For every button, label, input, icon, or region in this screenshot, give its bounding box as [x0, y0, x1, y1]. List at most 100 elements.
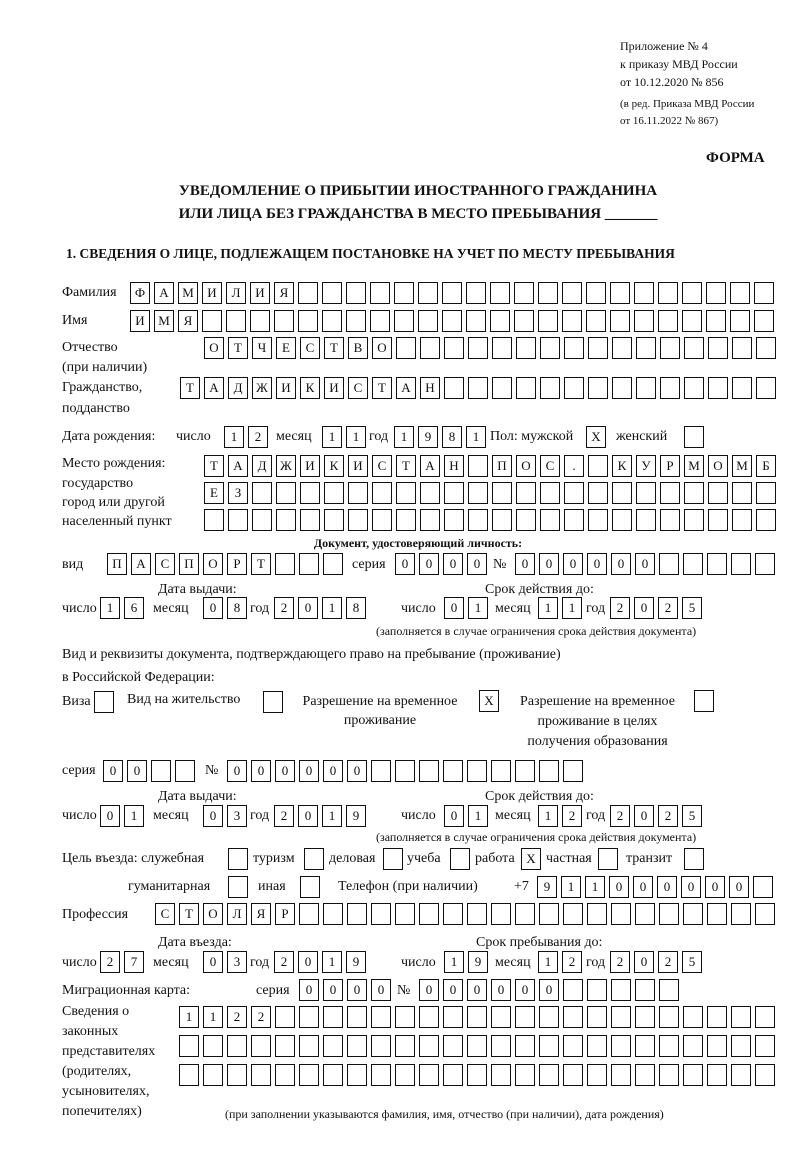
char-cell[interactable] — [732, 482, 752, 504]
char-cell[interactable]: 0 — [681, 876, 701, 898]
char-cell[interactable] — [731, 903, 751, 925]
char-cell[interactable] — [492, 337, 512, 359]
char-cell[interactable] — [419, 903, 439, 925]
char-cell[interactable] — [419, 760, 439, 782]
char-cell[interactable] — [491, 1064, 511, 1086]
char-cell[interactable] — [659, 903, 679, 925]
char-cell[interactable]: Б — [756, 455, 776, 477]
char-cell[interactable]: 0 — [203, 597, 223, 619]
char-cell[interactable] — [298, 310, 318, 332]
char-cell[interactable] — [732, 377, 752, 399]
char-cell[interactable] — [564, 509, 584, 531]
char-cell[interactable] — [444, 377, 464, 399]
char-cell[interactable] — [684, 509, 704, 531]
char-cell[interactable] — [612, 509, 632, 531]
char-cell[interactable]: 2 — [274, 805, 294, 827]
char-cell[interactable]: Р — [275, 903, 295, 925]
checkbox-cell[interactable] — [228, 876, 248, 898]
char-cell[interactable] — [540, 337, 560, 359]
char-cell[interactable]: 0 — [634, 951, 654, 973]
char-cell[interactable] — [611, 1035, 631, 1057]
char-cell[interactable] — [682, 282, 702, 304]
char-cell[interactable]: 9 — [537, 876, 557, 898]
char-cell[interactable]: 2 — [274, 951, 294, 973]
char-cell[interactable]: Т — [396, 455, 416, 477]
char-cell[interactable] — [443, 1035, 463, 1057]
char-cell[interactable] — [659, 1035, 679, 1057]
char-cell[interactable]: 0 — [323, 979, 343, 1001]
char-cell[interactable] — [610, 282, 630, 304]
char-cell[interactable] — [466, 282, 486, 304]
char-cell[interactable]: 0 — [103, 760, 123, 782]
checkbox-cell[interactable] — [228, 848, 248, 870]
char-cell[interactable] — [612, 377, 632, 399]
char-cell[interactable] — [396, 509, 416, 531]
char-cell[interactable]: И — [348, 455, 368, 477]
char-cell[interactable]: Я — [274, 282, 294, 304]
char-cell[interactable]: Д — [228, 377, 248, 399]
char-cell[interactable] — [540, 482, 560, 504]
char-cell[interactable] — [635, 979, 655, 1001]
char-cell[interactable]: 9 — [346, 805, 366, 827]
char-cell[interactable]: 1 — [322, 426, 342, 448]
char-cell[interactable] — [755, 1064, 775, 1086]
char-cell[interactable] — [467, 760, 487, 782]
char-cell[interactable] — [611, 979, 631, 1001]
char-cell[interactable] — [322, 282, 342, 304]
char-cell[interactable] — [467, 1006, 487, 1028]
char-cell[interactable]: 1 — [538, 951, 558, 973]
char-cell[interactable]: 2 — [610, 805, 630, 827]
char-cell[interactable]: 2 — [658, 951, 678, 973]
char-cell[interactable] — [731, 1006, 751, 1028]
char-cell[interactable] — [683, 1064, 703, 1086]
char-cell[interactable] — [730, 282, 750, 304]
char-cell[interactable] — [586, 282, 606, 304]
char-cell[interactable]: 8 — [227, 597, 247, 619]
char-cell[interactable]: 0 — [443, 979, 463, 1001]
char-cell[interactable]: И — [276, 377, 296, 399]
char-cell[interactable] — [372, 482, 392, 504]
char-cell[interactable]: 0 — [467, 979, 487, 1001]
char-cell[interactable]: 0 — [298, 805, 318, 827]
char-cell[interactable] — [347, 1035, 367, 1057]
char-cell[interactable]: 0 — [467, 553, 487, 575]
char-cell[interactable]: 3 — [227, 951, 247, 973]
char-cell[interactable] — [346, 310, 366, 332]
char-cell[interactable]: А — [154, 282, 174, 304]
char-cell[interactable] — [659, 553, 679, 575]
char-cell[interactable] — [370, 310, 390, 332]
char-cell[interactable]: Л — [226, 282, 246, 304]
char-cell[interactable] — [684, 377, 704, 399]
char-cell[interactable]: О — [203, 903, 223, 925]
char-cell[interactable] — [659, 1006, 679, 1028]
char-cell[interactable] — [468, 337, 488, 359]
char-cell[interactable] — [562, 310, 582, 332]
char-cell[interactable] — [444, 482, 464, 504]
char-cell[interactable] — [707, 1035, 727, 1057]
char-cell[interactable]: 1 — [179, 1006, 199, 1028]
char-cell[interactable]: 0 — [515, 979, 535, 1001]
char-cell[interactable]: 2 — [274, 597, 294, 619]
char-cell[interactable]: 0 — [419, 979, 439, 1001]
char-cell[interactable] — [516, 337, 536, 359]
char-cell[interactable] — [611, 1006, 631, 1028]
char-cell[interactable] — [394, 282, 414, 304]
char-cell[interactable] — [467, 1035, 487, 1057]
char-cell[interactable] — [563, 1064, 583, 1086]
char-cell[interactable] — [275, 553, 295, 575]
char-cell[interactable] — [658, 310, 678, 332]
char-cell[interactable] — [299, 1006, 319, 1028]
char-cell[interactable] — [659, 1064, 679, 1086]
char-cell[interactable]: 1 — [322, 597, 342, 619]
char-cell[interactable] — [563, 1006, 583, 1028]
char-cell[interactable]: 1 — [322, 951, 342, 973]
char-cell[interactable]: 0 — [347, 760, 367, 782]
char-cell[interactable] — [684, 337, 704, 359]
char-cell[interactable] — [275, 1035, 295, 1057]
char-cell[interactable]: Т — [180, 377, 200, 399]
char-cell[interactable] — [538, 282, 558, 304]
char-cell[interactable] — [322, 310, 342, 332]
char-cell[interactable]: 1 — [538, 597, 558, 619]
char-cell[interactable]: 1 — [203, 1006, 223, 1028]
char-cell[interactable] — [323, 1035, 343, 1057]
